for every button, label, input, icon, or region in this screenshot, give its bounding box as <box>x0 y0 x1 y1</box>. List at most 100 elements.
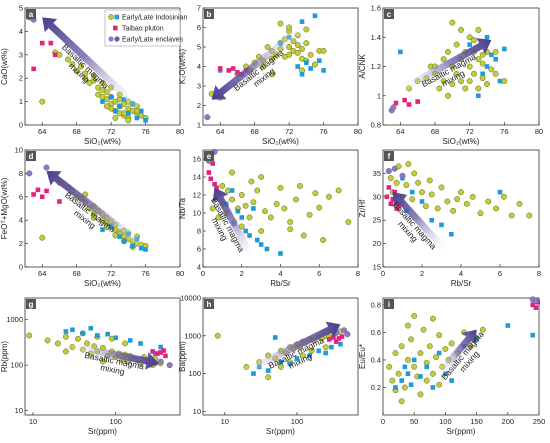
point-taibao <box>217 66 223 71</box>
point-indosinian-square <box>484 64 490 69</box>
point-indosinian-square <box>143 247 148 252</box>
point-indosinian-square <box>105 331 110 337</box>
point-indosinian <box>466 63 473 70</box>
mixing-arrow <box>212 187 255 258</box>
y-tick-label: 7 <box>197 4 201 13</box>
y-tick-label: 1.2 <box>371 62 381 71</box>
y-tick-label: 6 <box>197 245 201 254</box>
x-tick-label: 68 <box>431 127 439 136</box>
point-indosinian <box>426 177 433 184</box>
point-indosinian <box>320 47 327 54</box>
point-indosinian <box>215 214 222 221</box>
point-indosinian-square <box>408 382 414 388</box>
point-indosinian <box>287 219 294 225</box>
y-tick-label: 1 <box>377 91 381 100</box>
point-indosinian-square <box>489 52 494 58</box>
point-indosinian <box>44 337 51 344</box>
x-tick-label: 2 <box>420 269 424 278</box>
legend-marker-taibao <box>113 25 118 31</box>
y-tick-label: 8 <box>19 169 23 178</box>
point-enclave <box>399 172 406 179</box>
y-tick-label: 0.8 <box>371 121 381 130</box>
point-taibao <box>161 348 166 353</box>
point-indosinian <box>386 363 393 370</box>
point-indosinian-square <box>264 246 270 252</box>
point-indosinian-square <box>113 108 118 114</box>
y-axis-label: A/CNK <box>358 54 367 79</box>
point-indosinian <box>99 79 106 86</box>
point-indosinian <box>411 170 418 177</box>
point-taibao <box>31 192 36 197</box>
mixing-arrow <box>392 192 449 253</box>
point-indosinian <box>296 183 303 189</box>
point-taibao <box>384 194 390 200</box>
point-indosinian-square <box>308 66 313 71</box>
point-taibao <box>35 187 41 193</box>
point-indosinian <box>422 203 429 210</box>
point-indosinian-square <box>239 215 245 220</box>
y-tick-label: 4 <box>19 27 23 36</box>
mixing-arrow <box>398 38 492 93</box>
point-enclave <box>204 114 211 121</box>
point-indosinian <box>299 46 305 52</box>
point-indosinian <box>78 63 84 70</box>
x-tick-label: 76 <box>141 127 149 136</box>
point-indosinian <box>219 183 226 189</box>
y-tick-label: 3 <box>197 82 201 91</box>
point-indosinian <box>322 344 329 351</box>
panel-letter: a <box>29 10 34 19</box>
point-indosinian <box>458 26 464 33</box>
y-axis-label: K₂O(wt%) <box>178 49 187 84</box>
point-indosinian-square <box>243 228 248 234</box>
point-indosinian <box>449 19 456 26</box>
x-tick-label: 76 <box>141 269 149 278</box>
point-indosinian <box>429 370 436 377</box>
point-taibao <box>333 339 339 344</box>
point-indosinian <box>466 34 473 41</box>
point-indosinian <box>267 214 274 221</box>
point-indosinian <box>287 226 294 233</box>
y-axis-label: Ba(ppm) <box>178 341 187 372</box>
y-tick-label: 20 <box>373 239 381 248</box>
point-indosinian <box>294 42 301 48</box>
x-tick-label: 68 <box>72 269 80 278</box>
point-indosinian-square <box>158 344 163 350</box>
y-tick-label: 12 <box>193 191 201 200</box>
point-indosinian-square <box>295 64 301 69</box>
point-indosinian-square <box>134 115 140 121</box>
point-indosinian <box>469 193 476 200</box>
point-indosinian-square <box>476 93 481 99</box>
y-tick-label: 15 <box>373 263 381 272</box>
point-indosinian <box>73 68 80 75</box>
point-indosinian <box>265 374 272 381</box>
point-indosinian-square <box>70 327 75 333</box>
y-tick-label: 30 <box>373 192 381 201</box>
point-indosinian <box>458 189 464 196</box>
point-indosinian-square <box>299 19 305 24</box>
x-tick-label: 6 <box>498 269 502 278</box>
legend-marker-indosinian-square <box>114 14 120 20</box>
point-indosinian-square <box>430 385 436 390</box>
point-indosinian-square <box>493 56 498 62</box>
point-enclave <box>391 165 398 172</box>
y-tick-label: 5 <box>197 43 201 52</box>
point-indosinian <box>466 78 473 85</box>
point-indosinian <box>293 196 299 203</box>
point-indosinian <box>258 174 265 180</box>
y-tick-label: 10 <box>15 406 23 415</box>
point-indosinian <box>277 184 284 191</box>
point-indosinian <box>493 205 500 212</box>
mixing-arrow <box>42 17 140 109</box>
y-tick-label: 1000 <box>6 315 23 324</box>
y-tick-label: 1000 <box>184 331 201 340</box>
point-indosinian <box>307 51 314 58</box>
y-tick-label: 1 <box>19 97 23 106</box>
panel-letter: f <box>388 152 391 161</box>
point-indosinian <box>75 335 81 342</box>
y-tick-label: 4 <box>19 216 23 225</box>
point-taibao <box>533 305 539 310</box>
point-indosinian <box>453 41 460 48</box>
point-indosinian <box>420 326 427 333</box>
